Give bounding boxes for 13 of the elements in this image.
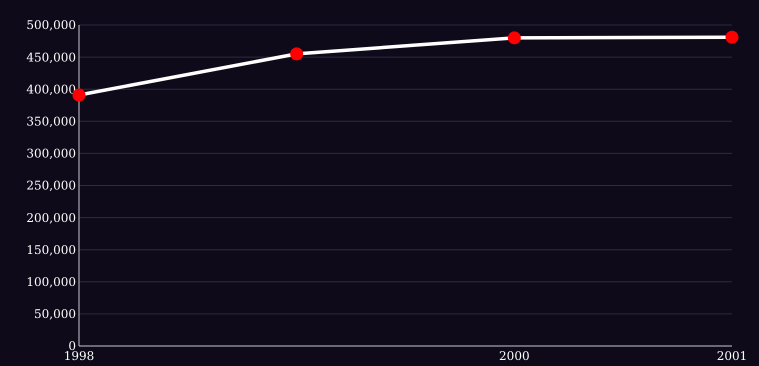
x-tick-label: 2000 xyxy=(499,349,530,363)
y-tick-label: 500,000 xyxy=(26,18,76,32)
y-tick-label: 300,000 xyxy=(26,146,76,161)
y-tick-label: 200,000 xyxy=(26,210,76,225)
x-tick-label: 2001 xyxy=(716,349,748,363)
y-tick-label: 250,000 xyxy=(26,178,76,193)
x-tick-label: 1998 xyxy=(64,349,94,363)
y-tick-label: 100,000 xyxy=(26,275,76,289)
y-tick-label: 450,000 xyxy=(26,50,76,64)
y-tick-label: 350,000 xyxy=(26,114,76,128)
y-tick-label: 150,000 xyxy=(26,242,76,257)
y-tick-label: 400,000 xyxy=(26,82,76,96)
y-tick-label: 50,000 xyxy=(34,307,76,322)
